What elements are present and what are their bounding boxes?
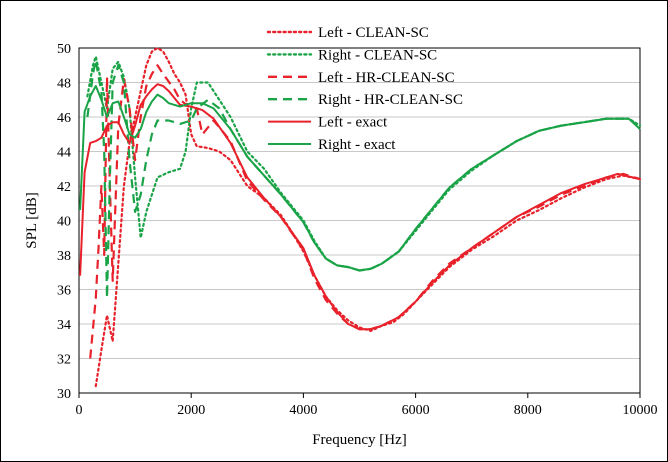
- plot-area: [78, 47, 641, 394]
- legend-label: Right - exact: [318, 137, 396, 153]
- y-tick-label: 40: [57, 215, 71, 230]
- y-tick-label: 38: [57, 249, 71, 264]
- x-tick-label: 2000: [177, 403, 205, 418]
- x-tick-label: 8000: [514, 403, 542, 418]
- legend-label: Left - exact: [318, 115, 388, 131]
- series-line-5: [79, 85, 641, 272]
- legend-label: Right - CLEAN-SC: [318, 47, 437, 63]
- x-tick-label: 6000: [402, 403, 430, 418]
- x-axis-label: Frequency [Hz]: [312, 432, 407, 448]
- y-axis-label: SPL [dB]: [24, 192, 40, 249]
- series-lines: [79, 46, 642, 388]
- x-tick-labels: 0 2000 4000 6000 8000 10000: [76, 393, 658, 418]
- y-tick-label: 44: [57, 146, 71, 161]
- y-tick-label: 32: [57, 353, 71, 368]
- y-tick-label: 36: [57, 284, 71, 299]
- y-tick-label: 30: [57, 387, 71, 402]
- y-tick-labels: 30 32 34 36 38 40 42 44 46 48 50: [57, 42, 71, 402]
- axes: [78, 47, 641, 394]
- y-tick-label: 50: [57, 42, 71, 57]
- y-tick-label: 42: [57, 180, 71, 195]
- x-tick-label: 10000: [623, 403, 658, 418]
- legend-label: Left - CLEAN-SC: [318, 25, 429, 41]
- series-line-4: [79, 83, 641, 331]
- y-tick-label: 34: [57, 318, 71, 333]
- y-tick-label: 46: [57, 111, 71, 126]
- x-tick-label: 4000: [289, 403, 317, 418]
- legend: Left - CLEAN-SC Right - CLEAN-SC Left - HR…: [266, 25, 463, 153]
- x-tick-label: 0: [76, 403, 83, 418]
- y-tick-label: 48: [57, 77, 71, 92]
- legend-label: Right - HR-CLEAN-SC: [318, 92, 463, 108]
- legend-label: Left - HR-CLEAN-SC: [318, 70, 455, 86]
